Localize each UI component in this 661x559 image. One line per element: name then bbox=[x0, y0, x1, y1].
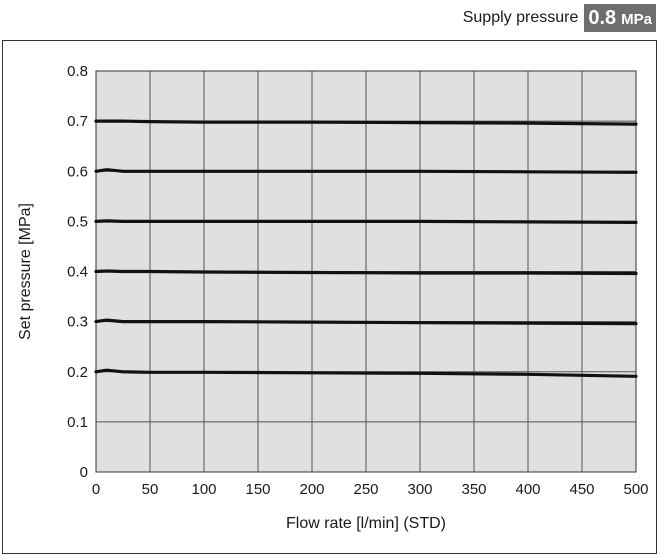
x-tick-label: 350 bbox=[461, 481, 486, 498]
x-tick-label: 450 bbox=[569, 481, 594, 498]
series-line bbox=[94, 368, 638, 378]
x-tick-label: 50 bbox=[142, 481, 159, 498]
supply-pressure-label: Supply pressure bbox=[462, 9, 579, 26]
chart-frame: 0 50 100 150 200 250 300 350 400 450 500 0 0.1 0.2 0.3… bbox=[2, 40, 657, 554]
y-tick-label: 0.1 bbox=[67, 414, 88, 431]
x-tick-label: 200 bbox=[299, 481, 324, 498]
x-tick-label: 100 bbox=[191, 481, 216, 498]
x-tick-label: 150 bbox=[245, 481, 270, 498]
y-tick-label: 0.4 bbox=[67, 264, 88, 281]
y-axis-label: Set pressure [MPa] bbox=[17, 203, 34, 340]
y-tick-label: 0.5 bbox=[67, 213, 88, 230]
x-tick-label: 300 bbox=[407, 481, 432, 498]
series-line bbox=[94, 269, 638, 276]
series-line bbox=[94, 318, 638, 326]
y-tick-label: 0.3 bbox=[67, 314, 88, 331]
supply-pressure-value: 0.8 bbox=[588, 7, 617, 29]
y-tick-label: 0.2 bbox=[67, 364, 88, 381]
x-axis-label: Flow rate [l/min] (STD) bbox=[286, 515, 446, 532]
y-tick-label: 0 bbox=[80, 464, 88, 481]
series-line bbox=[94, 219, 638, 224]
x-tick-label: 500 bbox=[623, 481, 648, 498]
x-tick-label: 0 bbox=[92, 481, 100, 498]
series-line bbox=[94, 168, 638, 174]
y-tick-label: 0.8 bbox=[67, 63, 88, 80]
y-tick-label: 0.6 bbox=[67, 163, 88, 180]
supply-pressure-unit: MPa bbox=[621, 11, 652, 28]
series-line bbox=[94, 119, 638, 126]
chart: 0 50 100 150 200 250 300 350 400 450 500 0 0.1 0.2 0.3… bbox=[17, 63, 649, 532]
y-tick-label: 0.7 bbox=[67, 113, 88, 130]
supply-pressure-header: Supply pressure 0.8 MPa bbox=[463, 4, 656, 32]
supply-pressure-badge: 0.8 MPa bbox=[584, 4, 656, 32]
x-tick-label: 250 bbox=[353, 481, 378, 498]
x-tick-label: 400 bbox=[515, 481, 540, 498]
